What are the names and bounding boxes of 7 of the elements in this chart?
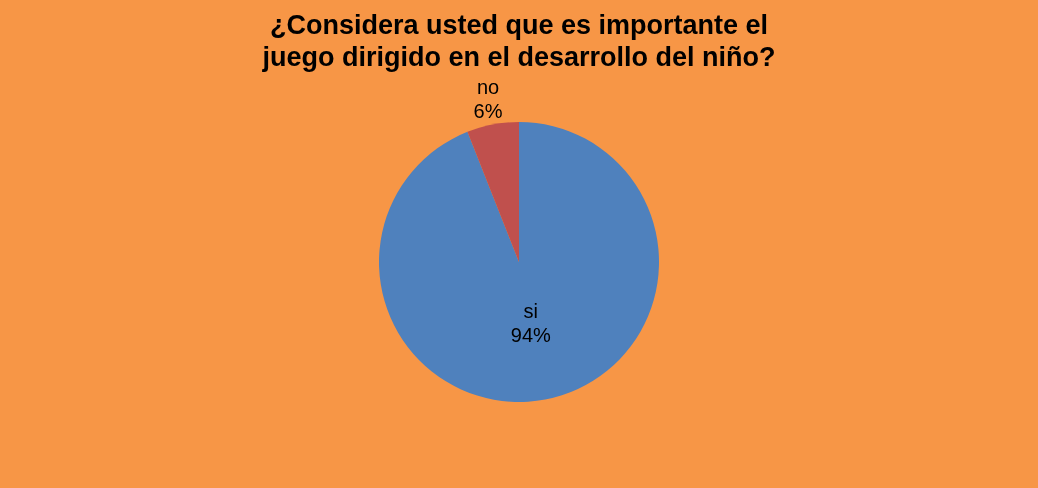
pie-slice [379,122,659,402]
data-label: 94% [510,323,552,346]
slice-label: no [476,75,500,98]
pie-slice [467,122,519,262]
slice-label: si [523,299,539,322]
chart-title: ¿Considera usted que es importante el juego dirigido en el desarrollo del niño? [261,10,776,72]
data-label: 6% [473,99,503,122]
